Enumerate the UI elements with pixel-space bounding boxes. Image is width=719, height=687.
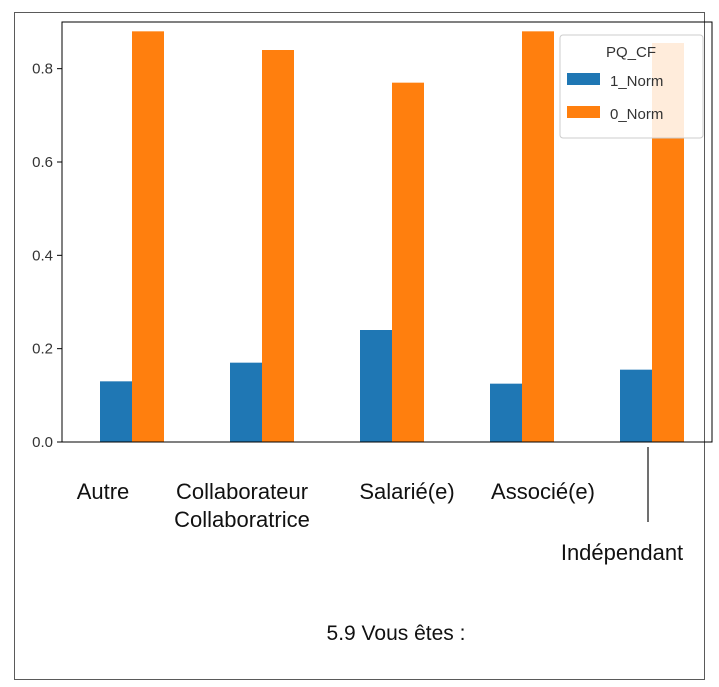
bar-1-norm-3 [490, 383, 522, 442]
y-tick-label-1: 0.2 [32, 341, 53, 358]
legend-label-1-norm: 1_Norm [610, 73, 663, 90]
x-category-label-3: Associé(e) [491, 479, 595, 504]
bar-0-norm-0 [132, 31, 164, 442]
legend-title: PQ_CF [606, 44, 656, 61]
y-tick-label-3: 0.6 [32, 154, 53, 171]
legend-swatch-0-norm [567, 106, 600, 118]
x-category-label-2: Salarié(e) [359, 479, 454, 504]
bar-1-norm-0 [100, 381, 132, 442]
bar-0-norm-1 [262, 50, 294, 442]
bar-1-norm-2 [360, 330, 392, 442]
legend-swatch-1-norm [567, 73, 600, 85]
x-category-label-1-line-1: Collaboratrice [174, 507, 310, 532]
bar-1-norm-1 [230, 362, 262, 442]
chart-caption: 5.9 Vous êtes : [327, 622, 466, 645]
legend-label-0-norm: 0_Norm [610, 106, 663, 123]
y-tick-label-4: 0.8 [32, 61, 53, 78]
x-category-label-4: Indépendant [561, 540, 683, 565]
y-tick-label-2: 0.4 [32, 247, 53, 264]
bar-1-norm-4 [620, 369, 652, 442]
legend: PQ_CF 1_Norm 0_Norm [559, 34, 704, 139]
y-tick-label-0: 0.0 [32, 434, 53, 451]
plot-area-border [61, 21, 713, 443]
x-category-label-1-line-0: Collaborateur [176, 479, 308, 504]
y-axis: 0.0 0.2 0.4 0.6 0.8 [32, 61, 62, 451]
bar-0-norm-2 [392, 82, 424, 443]
figure-frame [14, 12, 705, 680]
x-axis-category-labels: Autre Collaborateur Collaboratrice Salarié(… [77, 479, 683, 565]
x-category-label-0: Autre [77, 479, 130, 504]
bar-0-norm-3 [522, 31, 554, 442]
